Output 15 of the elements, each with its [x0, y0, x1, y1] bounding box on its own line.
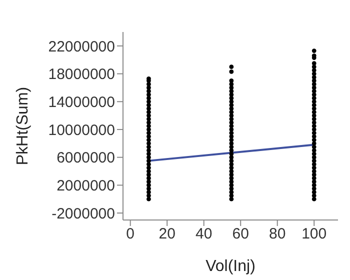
y-tick-label: 14000000: [48, 94, 115, 111]
y-tick-label: 22000000: [48, 38, 115, 56]
y-tick-label: 2000000: [56, 178, 115, 195]
y-tick-label: 6000000: [56, 150, 115, 167]
y-axis-title: PkHt(Sum): [14, 86, 32, 166]
x-tick-label: 80: [269, 226, 286, 243]
x-tick-label: 100: [302, 226, 327, 243]
x-tick-label: 0: [126, 226, 135, 243]
y-tick-label: 18000000: [48, 66, 115, 84]
x-tick-label: 40: [196, 226, 212, 243]
y-tick-label: -2000000: [52, 205, 115, 222]
x-tick-label: 20: [158, 226, 176, 243]
x-axis-title: Vol(Inj): [206, 258, 256, 275]
x-tick-label: 60: [232, 226, 249, 243]
y-tick-label: 10000000: [48, 122, 115, 139]
